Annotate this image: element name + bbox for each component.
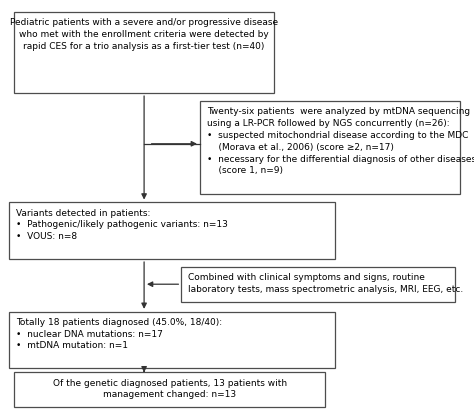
Text: Pediatric patients with a severe and/or progressive disease
who met with the enr: Pediatric patients with a severe and/or …	[10, 18, 278, 51]
FancyBboxPatch shape	[181, 267, 456, 301]
Text: Twenty-six patients  were analyzed by mtDNA sequencing
using a LR-PCR followed b: Twenty-six patients were analyzed by mtD…	[207, 107, 474, 176]
FancyBboxPatch shape	[9, 312, 335, 368]
Text: Totally 18 patients diagnosed (45.0%, 18/40):
•  nuclear DNA mutations: n=17
•  : Totally 18 patients diagnosed (45.0%, 18…	[16, 318, 222, 350]
FancyBboxPatch shape	[14, 373, 325, 407]
FancyBboxPatch shape	[9, 202, 335, 259]
FancyBboxPatch shape	[200, 101, 460, 195]
Text: Of the genetic diagnosed patients, 13 patients with
management changed: n=13: Of the genetic diagnosed patients, 13 pa…	[53, 378, 287, 399]
Text: Combined with clinical symptoms and signs, routine
laboratory tests, mass spectr: Combined with clinical symptoms and sign…	[188, 273, 464, 294]
Text: Variants detected in patients:
•  Pathogenic/likely pathogenic variants: n=13
• : Variants detected in patients: • Pathoge…	[16, 209, 228, 241]
FancyBboxPatch shape	[14, 12, 274, 93]
